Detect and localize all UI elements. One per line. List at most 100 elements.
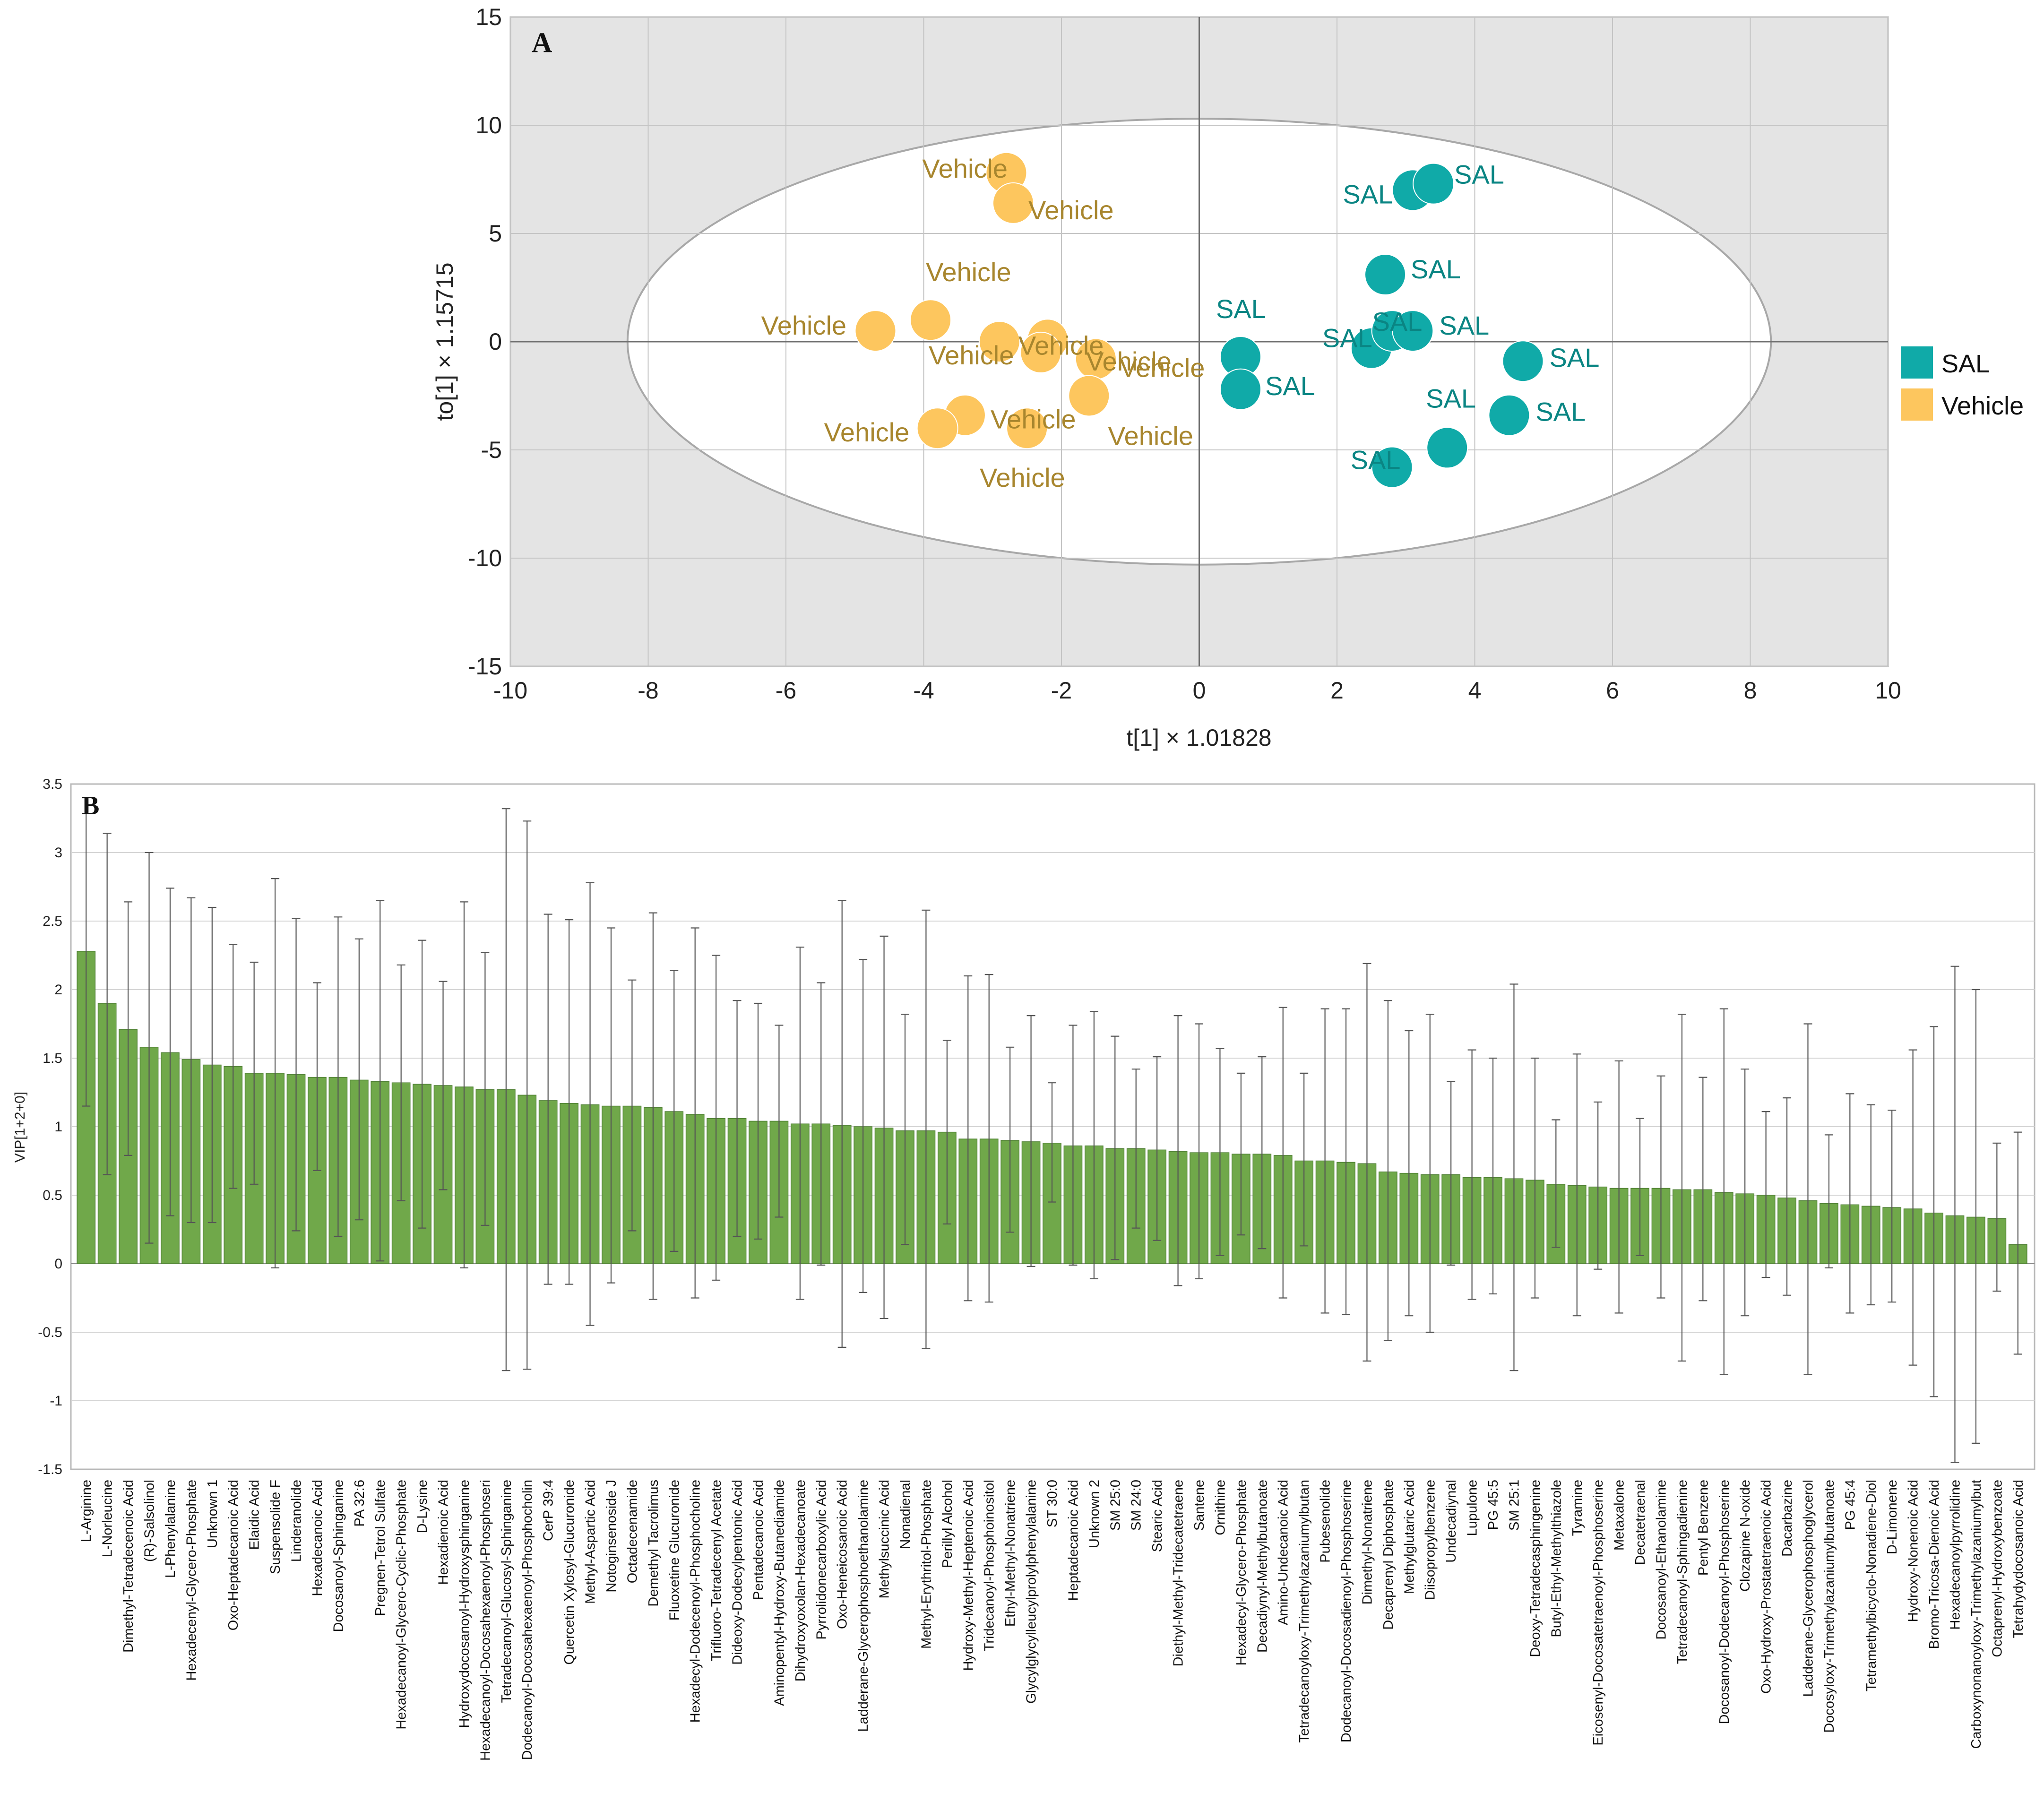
point-label-sal: SAL [1216,294,1266,324]
vip-category-label: Tetrahydydocosanoic Acid [2011,1480,2026,1638]
scores-zero-lines [510,17,1888,666]
vip-category-label: Docosanoyl-Dodecanoyl-Phosphoserine [1717,1480,1732,1724]
point-label-sal: SAL [1265,371,1315,401]
vip-y-tick-label: 3 [54,845,62,861]
scatter-point-vehicle [916,407,958,449]
scores-x-tick-labels: -10 -8 -6 -4 -2 0 2 4 6 8 10 [493,677,1901,704]
vip-y-tick-label: -0.5 [38,1325,62,1340]
vip-error-bar [292,918,301,1232]
vip-error-bar [1636,1118,1645,1256]
vip-category-label: Tyramine [1570,1480,1585,1536]
scores-y-tick-label: 5 [489,220,502,247]
point-label-vehicle: Vehicle [991,405,1076,434]
vip-category-label: Lupulone [1465,1480,1480,1536]
scores-y-tick-labels: 15 10 5 0 -5 -10 -15 [468,4,502,680]
vip-category-label: Santene [1192,1480,1207,1531]
vip-category-label: Octaprenyl-Hydroxybenzoate [1990,1480,2005,1657]
vip-category-label: ST 30:0 [1045,1480,1060,1527]
vip-y-tick-label: 0.5 [43,1188,62,1203]
point-label-sal: SAL [1322,323,1372,353]
vip-y-axis-label: VIP[1+2+0] [12,1092,28,1163]
vip-error-bar [817,982,826,1266]
vip-category-label: (R)-Salsolinol [142,1480,157,1562]
vip-error-bar [229,944,238,1189]
scores-legend: SAL Vehicle [1901,346,2024,421]
vip-category-label: Metaxalone [1612,1480,1627,1551]
vip-error-bar [1467,1049,1476,1300]
scores-data-points [854,152,1544,488]
vip-category-label: Carboxynonanoyloxy-Trimethylazaniumylbut [1969,1480,1984,1749]
point-label-sal: SAL [1535,397,1586,427]
vip-error-bar [1614,1060,1623,1314]
vip-category-label: Linderanolide [289,1480,304,1562]
point-label-sal: SAL [1439,310,1489,340]
vip-category-label: D-Lysine [415,1480,430,1533]
point-label-sal: SAL [1343,179,1393,209]
vip-error-bar [1699,1077,1708,1302]
vip-error-bar [397,964,405,1201]
vip-error-bar [670,970,679,1252]
vip-category-label: Pentadecanoic Acid [751,1480,766,1600]
vip-category-label: Eicosenyl-Docosatetraenoyl-Phosphoserine [1591,1480,1606,1746]
vip-error-bar [1950,966,1959,1463]
vip-error-bar [942,1040,951,1224]
scatter-point-vehicle [1006,407,1048,449]
vip-category-label: Fluoxetine Glucuronide [667,1480,682,1621]
vip-category-label: PG 45:4 [1843,1480,1858,1530]
vip-y-tick-labels: 3.5 3 2.5 2 1.5 1 0.5 0 -0.5 -1 -1.5 [38,776,62,1477]
vip-category-label: Hexadecanoic Acid [310,1480,325,1596]
vip-category-label: Oxo-Heptadecanoic Acid [226,1480,241,1630]
legend-swatch-sal [1901,346,1933,379]
vip-category-label: Methylglutaric Acid [1402,1480,1417,1594]
vip-error-bar [481,952,490,1226]
scatter-point-sal [1392,310,1434,352]
vip-error-bar [459,901,468,1268]
scores-x-tick-label: -2 [1051,677,1072,704]
vip-category-label: Dideoxy-Dodecylpentonic Acid [730,1480,745,1665]
vip-category-label: Hexadienoic Acid [436,1480,451,1585]
scores-y-tick-label: -15 [468,653,502,680]
vip-category-label: Ornithine [1213,1480,1228,1535]
vip-category-label: Hydroxy-Nonenoic Acid [1906,1480,1921,1622]
vip-error-bar [312,982,321,1171]
vip-category-label: Trifluoro-Tetradecenyl Acetate [709,1480,724,1661]
vip-error-bar [1236,1072,1245,1236]
vip-category-label: Quercetin Xylosyl-Glucuronide [562,1480,577,1665]
vip-category-label: Unknown 2 [1087,1480,1102,1548]
vip-error-bar [1846,1093,1854,1314]
vip-category-label: PG 45:5 [1486,1480,1501,1530]
scores-x-tick-label: 8 [1744,677,1757,704]
vip-error-bar [1866,1104,1875,1306]
vip-error-bar [1363,963,1371,1362]
vip-error-bar [1908,1049,1917,1366]
vip-category-label: Pregnen-Tetrol Sulfate [373,1480,388,1616]
vip-category-label: Decatetraenal [1633,1480,1648,1565]
vip-error-bar [523,820,532,1370]
vip-category-label: Methylsuccinic Acid [877,1480,892,1598]
point-label-vehicle: Vehicle [922,154,1008,183]
vip-category-label: Hexadecanoylpyrrolidine [1948,1480,1963,1630]
scores-x-tick-label: 10 [1875,677,1901,704]
vip-category-label: Diethyl-Methyl-Tridecatetraene [1171,1480,1186,1666]
vip-error-bar [165,888,174,1216]
vip-category-label: Octadecenamide [625,1480,640,1583]
scores-y-tick-label: 0 [489,328,502,355]
scatter-point-vehicle [1020,331,1062,373]
vip-category-label: Stearic Acid [1150,1480,1165,1552]
vip-error-bar [418,940,427,1229]
point-label-vehicle: Vehicle [824,417,910,447]
vip-error-bar [1425,1014,1434,1333]
scores-y-tick-label: -10 [468,545,502,571]
vip-category-label: L-Phenylalanine [163,1480,178,1578]
vip-category-label: Hydroxy-Methyl-Heptenoic Acid [961,1480,976,1671]
vip-x-tick-labels: L-Arginine L-Norleucine Dimethyl-Tetradece… [79,1480,2026,1761]
vip-error-bar [753,1002,762,1240]
vip-category-label: Tetramethylbicyclo-Nonadiene-Diol [1864,1480,1879,1691]
panel-label-b: B [82,791,99,820]
vip-y-tick-label: 1 [54,1119,62,1135]
vip-error-bar [837,900,846,1348]
vip-error-bar [2013,1131,2022,1355]
vip-error-bar [1761,1111,1770,1278]
vip-error-bar [334,916,343,1237]
vip-category-label: Hydroxydocosanoyl-Hydroxysphinganine [457,1480,472,1728]
